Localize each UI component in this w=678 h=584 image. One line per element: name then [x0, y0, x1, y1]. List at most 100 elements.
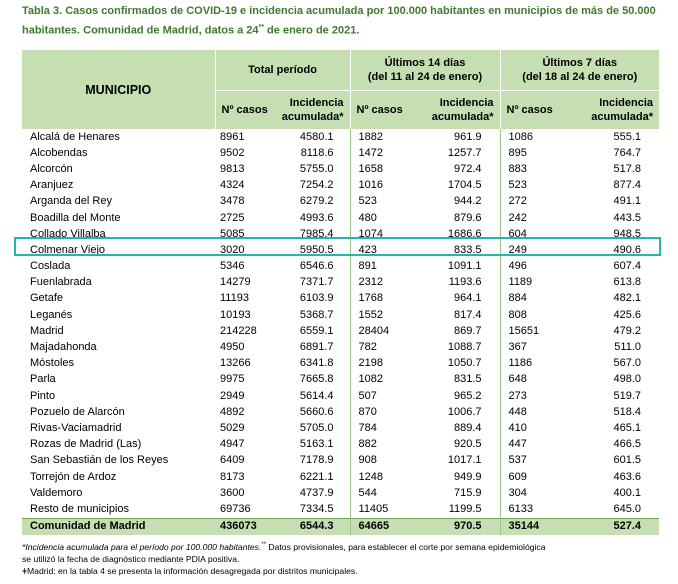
cell-cases-total: 11193 — [220, 292, 249, 305]
cell-incidence-7: 567.0 — [613, 357, 642, 370]
cell-cases-14: 2312 — [349, 274, 411, 291]
cell-incidence-14: 833.5 — [453, 243, 482, 256]
footnote-3: ǂMadrid: en la tabla 4 se presenta la in… — [22, 565, 358, 576]
cell-cases-total: 3478 — [220, 195, 245, 208]
cell-cases-total: 10193 — [220, 308, 251, 321]
cell-incidence-14: 1006.7 — [447, 405, 482, 418]
table-row: Pinto 2949 5614.4 507 965.2 273 519.7 — [22, 388, 659, 405]
cell-municipio: Torrejón de Ardoz — [30, 470, 117, 483]
cell-municipio: Majadahonda — [30, 341, 97, 354]
cell-cases-7: 272 — [499, 193, 566, 210]
cell-incidence-7: 518.4 — [613, 405, 642, 418]
cell-cases-7: 895 — [499, 145, 566, 162]
header-cases-7: Nº casos — [499, 90, 566, 129]
cell-municipio: Parla — [30, 373, 56, 386]
cell-municipio: Rozas de Madrid (Las) — [30, 438, 142, 451]
cell-municipio: Comunidad de Madrid — [22, 517, 215, 535]
cell-cases-7: 808 — [499, 307, 566, 324]
cell-cases-14: 882 — [349, 436, 411, 453]
cell-incidence-14: 869.7 — [453, 324, 482, 337]
cell-municipio: Pozuelo de Alarcón — [30, 405, 125, 418]
cell-incidence-14: 1193.6 — [448, 276, 482, 289]
cell-municipio: Pinto — [30, 389, 56, 402]
cell-municipio: Fuenlabrada — [30, 276, 92, 289]
cell-incidence-total: 5368.7 — [299, 308, 334, 321]
cell-incidence-total: 6546.6 — [299, 260, 334, 273]
cell-cases-total: 14279 — [220, 276, 251, 289]
cell-cases-total: 3600 — [220, 486, 245, 499]
cell-cases-total: 4947 — [220, 438, 245, 451]
cell-cases-14: 1552 — [349, 307, 411, 324]
cell-municipio: Alcorcón — [30, 162, 73, 175]
cell-cases-14: 1016 — [349, 177, 411, 194]
table-row: Coslada 5346 6546.6 891 1091.1 496 607.4 — [22, 258, 659, 275]
cell-cases-7: 1189 — [499, 274, 566, 291]
cell-incidence-total: 7665.8 — [299, 373, 334, 386]
cell-incidence-7: 527.4 — [565, 517, 660, 535]
cell-cases-7: 609 — [499, 468, 566, 486]
cell-incidence-7: 519.7 — [613, 389, 642, 402]
cell-cases-total: 4324 — [220, 179, 245, 192]
table-row: Resto de municipios 69736 7334.5 11405 1199.… — [22, 501, 659, 518]
table-row: Collado Villalba 5085 7985.4 1074 1686.6 604 9… — [22, 226, 659, 243]
cell-incidence-14: 1686.6 — [447, 227, 482, 240]
table-row: Leganés 10193 5368.7 1552 817.4 808 425.6 — [22, 307, 659, 324]
cell-cases-total: 5346 — [220, 260, 245, 273]
cell-incidence-14: 964.1 — [453, 292, 482, 305]
cell-incidence-total: 4580.1 — [299, 130, 334, 143]
table-row: Pozuelo de Alarcón 4892 5660.6 870 1006.7 448… — [22, 404, 659, 421]
cell-cases-14: 782 — [349, 339, 411, 356]
cell-cases-7: 35144 — [499, 517, 566, 535]
cell-incidence-7: 465.1 — [613, 421, 642, 434]
cell-cases-total: 69736 — [220, 502, 251, 515]
cell-incidence-7: 400.1 — [613, 486, 642, 499]
cell-incidence-14: 1017.1 — [447, 454, 482, 467]
cell-incidence-14: 949.9 — [453, 470, 482, 483]
cell-incidence-7: 490.6 — [613, 243, 642, 256]
header-municipio: MUNICIPIO — [22, 50, 215, 129]
cell-cases-14: 1882 — [349, 129, 411, 146]
header-last-14-days: Últimos 14 días (del 11 al 24 de enero) — [349, 50, 501, 91]
cell-incidence-total: 7178.9 — [299, 454, 334, 467]
cell-municipio: Boadilla del Monte — [30, 211, 121, 224]
cell-cases-total: 5029 — [220, 421, 245, 434]
cell-incidence-14: 1088.7 — [447, 341, 482, 354]
table-row: Torrejón de Ardoz 8173 6221.1 1248 949.9 609 4… — [22, 468, 659, 486]
cell-incidence-14: 1704.5 — [447, 179, 482, 192]
cell-cases-total: 6409 — [220, 454, 245, 467]
cell-incidence-14: 970.5 — [410, 517, 501, 535]
covid-table: MUNICIPIO Total período Últimos 14 días … — [22, 50, 660, 535]
header-incidence-7: Incidencia acumulada* — [565, 90, 660, 129]
table-row: Alcalá de Henares 8961 4580.1 1882 961.9 1086… — [22, 129, 659, 146]
cell-incidence-total: 6103.9 — [299, 292, 334, 305]
cell-incidence-total: 6279.2 — [299, 195, 334, 208]
cell-incidence-total: 7334.5 — [299, 502, 334, 515]
cell-incidence-14: 1050.7 — [447, 357, 482, 370]
cell-incidence-7: 482.1 — [613, 292, 642, 305]
cell-municipio: Alcalá de Henares — [30, 130, 120, 143]
cell-cases-7: 242 — [499, 209, 566, 227]
cell-incidence-7: 466.5 — [613, 438, 642, 451]
cell-municipio: Collado Villalba — [30, 227, 106, 240]
cell-cases-total: 13266 — [220, 357, 251, 370]
cell-incidence-total: 6559.1 — [299, 324, 334, 337]
table-row: Aranjuez 4324 7254.2 1016 1704.5 523 877.4 — [22, 177, 659, 194]
cell-municipio: Resto de municipios — [30, 502, 130, 515]
cell-cases-14: 1074 — [349, 226, 411, 243]
cell-incidence-7: 491.1 — [613, 195, 642, 208]
cell-incidence-total: 6341.8 — [299, 357, 334, 370]
cell-cases-total: 8173 — [220, 470, 245, 483]
cell-incidence-7: 607.4 — [613, 260, 642, 273]
header-cases-total: Nº casos — [214, 90, 275, 129]
table-row: Boadilla del Monte 2725 4993.6 480 879.6 242 4… — [22, 209, 659, 227]
cell-incidence-total: 6891.7 — [299, 341, 334, 354]
title-line-1: Tabla 3. Casos confirmados de COVID-19 e… — [22, 5, 656, 17]
table-row: Majadahonda 4950 6891.7 782 1088.7 367 511.0 — [22, 339, 659, 356]
cell-incidence-14: 1091.1 — [447, 260, 482, 273]
cell-cases-14: 480 — [349, 209, 411, 227]
cell-incidence-total: 6221.1 — [299, 470, 334, 483]
cell-cases-14: 11405 — [349, 501, 411, 518]
cell-incidence-7: 463.6 — [613, 470, 642, 483]
table-row: Móstoles 13266 6341.8 2198 1050.7 1186 567.0 — [22, 355, 659, 372]
cell-municipio: Aranjuez — [30, 179, 74, 192]
